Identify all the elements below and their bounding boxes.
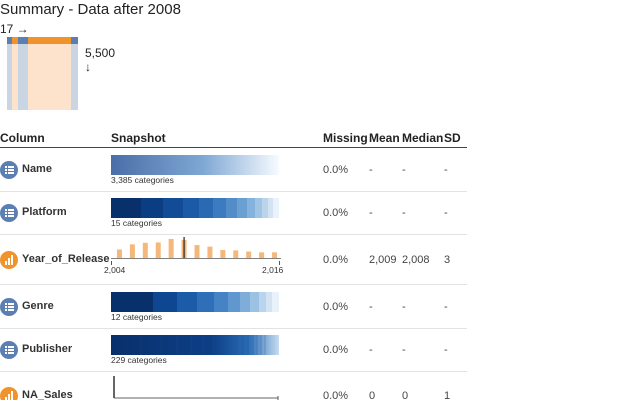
sd-value: -: [444, 344, 448, 356]
sd-value: 1: [444, 390, 451, 400]
columns-arrow-icon: ↓: [85, 60, 91, 74]
axis-tick: [279, 261, 280, 265]
sd-value: -: [444, 164, 448, 176]
mean-value: -: [369, 164, 373, 176]
header-missing[interactable]: Missing: [323, 131, 368, 145]
columns-count-label: 5,500: [85, 46, 116, 60]
list-icon: [0, 161, 18, 179]
histogram-bar: [142, 242, 148, 258]
list-icon: [0, 204, 18, 222]
list-icon: [0, 298, 18, 316]
histogram-bar: [129, 244, 135, 258]
histogram-bar: [233, 250, 239, 258]
category-count: 229 categories: [111, 355, 167, 365]
axis-tick: [111, 261, 112, 265]
histogram-bar: [259, 252, 265, 258]
category-blocks-bar: [111, 292, 279, 312]
mean-value: 2,009: [369, 254, 397, 266]
category-count: 3,385 categories: [111, 175, 174, 185]
column-name: Publisher: [22, 343, 73, 355]
median-value: -: [402, 207, 406, 219]
header-mean[interactable]: Mean: [369, 131, 400, 145]
header-snapshot[interactable]: Snapshot: [111, 131, 166, 145]
mean-value: -: [369, 344, 373, 356]
header-column[interactable]: Column: [0, 131, 45, 145]
missing-value: 0.0%: [323, 164, 349, 176]
histogram-ticks: [108, 261, 284, 265]
row-divider: [0, 328, 467, 329]
median-value: 0: [402, 390, 409, 400]
column-name: Platform: [22, 206, 67, 218]
histogram-bar: [272, 252, 278, 258]
histogram-bar: [168, 239, 174, 258]
missing-value: 0.0%: [323, 301, 349, 313]
category-gradient-bar: [111, 155, 279, 175]
missing-value: 0.0%: [323, 390, 349, 400]
row-divider: [0, 371, 467, 372]
histogram-bar: [207, 246, 213, 258]
list-icon: [0, 341, 18, 359]
bar-chart-icon: [0, 251, 18, 269]
missing-value: 0.0%: [323, 207, 349, 219]
histogram-bar: [194, 245, 200, 258]
header-median[interactable]: Median: [402, 131, 444, 145]
histogram-bar: [246, 251, 252, 258]
sd-value: 3: [444, 254, 451, 266]
sales-histogram: [113, 376, 279, 400]
category-gradient-bar: [111, 335, 279, 355]
row-divider: [0, 191, 467, 192]
header-sd[interactable]: SD: [444, 131, 461, 145]
median-value: -: [402, 301, 406, 313]
axis-max-label: 2,016: [262, 265, 284, 275]
mini-sheet-preview: [7, 37, 78, 110]
category-count: 12 categories: [111, 312, 163, 322]
header-rule: [0, 147, 467, 148]
histogram-bar: [220, 250, 226, 258]
rows-count-label: 17 →: [0, 22, 29, 36]
page-title: Summary - Data after 2008: [0, 1, 181, 18]
sd-value: -: [444, 207, 448, 219]
missing-value: 0.0%: [323, 344, 349, 356]
median-value: -: [402, 344, 406, 356]
row-divider: [0, 284, 467, 285]
median-value: -: [402, 164, 406, 176]
bar-chart-icon: [0, 387, 18, 400]
column-name: Genre: [22, 300, 54, 312]
column-name: NA_Sales: [22, 389, 73, 400]
column-name: Name: [22, 163, 52, 175]
axis-min-label: 2,004: [104, 265, 126, 275]
category-count: 15 categories: [111, 218, 163, 228]
mean-value: -: [369, 207, 373, 219]
year-histogram: [111, 237, 281, 259]
median-value: 2,008: [402, 254, 430, 266]
category-blocks-bar: [111, 198, 279, 218]
missing-value: 0.0%: [323, 254, 349, 266]
histogram-bar: [155, 242, 161, 258]
column-name: Year_of_Release: [22, 253, 110, 265]
row-divider: [0, 234, 467, 235]
histogram-bar: [116, 249, 122, 258]
mean-value: -: [369, 301, 373, 313]
mean-value: 0: [369, 390, 376, 400]
sd-value: -: [444, 301, 448, 313]
